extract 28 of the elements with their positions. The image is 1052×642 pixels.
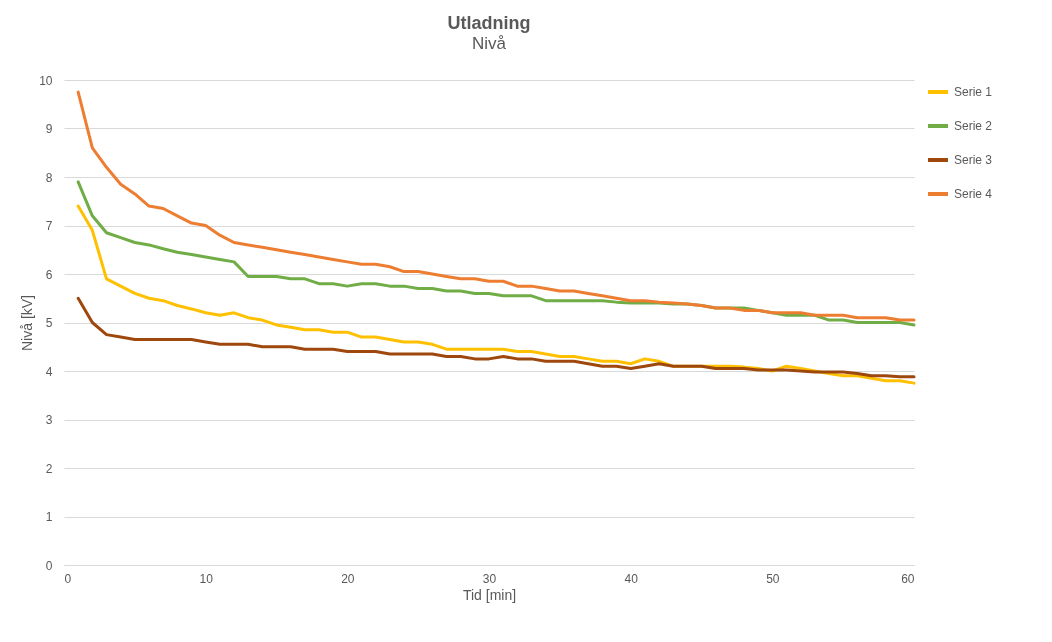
x-tick-label: 50 (766, 571, 780, 586)
legend-label: Serie 4 (954, 187, 993, 201)
y-tick-label: 0 (45, 558, 53, 573)
chart-title: Utladning (447, 13, 531, 33)
y-tick-label: 8 (45, 170, 53, 185)
legend-label: Serie 2 (954, 119, 993, 133)
y-tick-label: 1 (45, 510, 53, 524)
line-series (76, 296, 916, 379)
y-tick-label: 5 (45, 316, 53, 330)
y-axis-title: Nivå [kV] (19, 294, 36, 352)
y-tick-label: 10 (39, 73, 53, 88)
y-tick-label: 6 (45, 267, 53, 282)
y-tick-label: 9 (45, 122, 53, 136)
y-tick-label: 4 (45, 364, 53, 379)
x-tick-label: 0 (64, 571, 72, 586)
x-tick-label: 10 (199, 571, 214, 586)
x-tick-label: 30 (482, 571, 497, 586)
chart-subtitle: Nivå (471, 34, 507, 53)
legend-label: Serie 3 (954, 153, 993, 167)
line-series (76, 90, 916, 322)
y-tick-label: 3 (45, 413, 53, 427)
legend-label: Serie 1 (954, 85, 993, 99)
x-axis-title: Tid [min] (462, 586, 517, 603)
y-tick-label: 2 (45, 461, 53, 476)
x-tick-label: 60 (901, 571, 915, 586)
x-tick-label: 20 (341, 571, 355, 586)
x-tick-label: 40 (624, 571, 639, 586)
y-tick-label: 7 (45, 219, 53, 233)
